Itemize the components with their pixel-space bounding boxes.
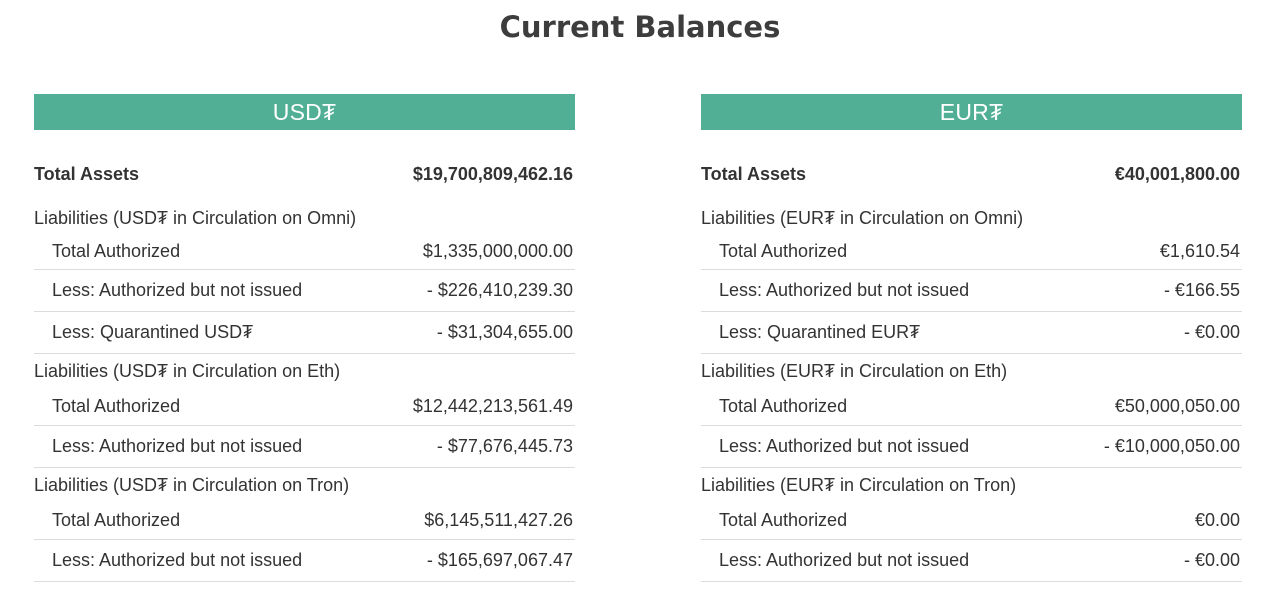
row-label: Total Authorized: [52, 241, 181, 261]
row-label: Total Authorized: [52, 510, 181, 530]
row-value: €50,000,050.00: [1114, 396, 1240, 416]
usdt-eth-total-authorized-row: Total Authorized $12,442,213,561.49: [34, 388, 575, 426]
eurt-omni-quarantined-row: Less: Quarantined EUR₮ - €0.00: [701, 312, 1242, 354]
eurt-omni-total-authorized-row: Total Authorized €1,610.54: [701, 234, 1242, 270]
row-value: - €166.55: [1163, 280, 1240, 300]
eurt-omni-section-heading: Liabilities (EUR₮ in Circulation on Omni…: [701, 194, 1242, 234]
section-label: Liabilities (EUR₮ in Circulation on Omni…: [701, 207, 1024, 228]
eurt-eth-total-authorized-row: Total Authorized €50,000,050.00: [701, 388, 1242, 426]
usdt-eth-section-heading: Liabilities (USD₮ in Circulation on Eth): [34, 354, 575, 388]
row-value: €1,610.54: [1159, 241, 1240, 261]
row-value: $6,145,511,427.26: [424, 510, 573, 530]
eurt-balance-panel: EUR₮ Total Assets €40,001,800.00 Liabili…: [701, 94, 1242, 582]
row-label: Less: Authorized but not issued: [719, 550, 970, 570]
eurt-panel-header: EUR₮: [701, 94, 1242, 130]
eurt-total-assets-row: Total Assets €40,001,800.00: [701, 154, 1242, 194]
eurt-tron-section-heading: Liabilities (EUR₮ in Circulation on Tron…: [701, 468, 1242, 502]
usdt-eth-not-issued-row: Less: Authorized but not issued - $77,67…: [34, 426, 575, 468]
usdt-tron-section-heading: Liabilities (USD₮ in Circulation on Tron…: [34, 468, 575, 502]
eurt-eth-section-heading: Liabilities (EUR₮ in Circulation on Eth): [701, 354, 1242, 388]
row-value: $1,335,000,000.00: [422, 241, 573, 261]
row-label: Less: Quarantined EUR₮: [719, 322, 921, 342]
usdt-omni-not-issued-row: Less: Authorized but not issued - $226,4…: [34, 270, 575, 312]
eurt-tron-not-issued-row: Less: Authorized but not issued - €0.00: [701, 540, 1242, 582]
row-label: Less: Authorized but not issued: [719, 436, 970, 456]
usdt-tron-total-authorized-row: Total Authorized $6,145,511,427.26: [34, 502, 575, 540]
row-label: Total Authorized: [719, 510, 848, 530]
page-title: Current Balances: [499, 10, 781, 44]
row-label: Total Authorized: [52, 396, 181, 416]
row-value: - $226,410,239.30: [426, 280, 573, 300]
total-assets-value: $19,700,809,462.16: [412, 163, 573, 184]
row-label: Total Authorized: [719, 396, 848, 416]
row-label: Less: Authorized but not issued: [719, 280, 970, 300]
eurt-tron-total-authorized-row: Total Authorized €0.00: [701, 502, 1242, 540]
usdt-balance-panel: USD₮ Total Assets $19,700,809,462.16 Lia…: [34, 94, 575, 582]
row-label: Less: Authorized but not issued: [52, 550, 303, 570]
usdt-total-assets-row: Total Assets $19,700,809,462.16: [34, 154, 575, 194]
row-value: - €0.00: [1183, 550, 1240, 570]
eurt-omni-not-issued-row: Less: Authorized but not issued - €166.5…: [701, 270, 1242, 312]
section-label: Liabilities (USD₮ in Circulation on Omni…: [34, 207, 357, 228]
section-label: Liabilities (EUR₮ in Circulation on Tron…: [701, 474, 1017, 495]
total-assets-value: €40,001,800.00: [1114, 163, 1240, 184]
section-label: Liabilities (USD₮ in Circulation on Tron…: [34, 474, 350, 495]
row-label: Less: Authorized but not issued: [52, 436, 303, 456]
usdt-omni-total-authorized-row: Total Authorized $1,335,000,000.00: [34, 234, 575, 270]
total-assets-label: Total Assets: [701, 163, 807, 184]
section-label: Liabilities (EUR₮ in Circulation on Eth): [701, 360, 1008, 381]
row-label: Total Authorized: [719, 241, 848, 261]
row-label: Less: Quarantined USD₮: [52, 322, 254, 342]
section-label: Liabilities (USD₮ in Circulation on Eth): [34, 360, 341, 381]
row-label: Less: Authorized but not issued: [52, 280, 303, 300]
usdt-tron-not-issued-row: Less: Authorized but not issued - $165,6…: [34, 540, 575, 582]
row-value: - €0.00: [1183, 322, 1240, 342]
row-value: €0.00: [1194, 510, 1240, 530]
row-value: - $31,304,655.00: [436, 322, 573, 342]
usdt-omni-quarantined-row: Less: Quarantined USD₮ - $31,304,655.00: [34, 312, 575, 354]
row-value: - $77,676,445.73: [436, 436, 573, 456]
eurt-eth-not-issued-row: Less: Authorized but not issued - €10,00…: [701, 426, 1242, 468]
usdt-panel-header: USD₮: [34, 94, 575, 130]
row-value: - $165,697,067.47: [426, 550, 573, 570]
total-assets-label: Total Assets: [34, 163, 140, 184]
usdt-omni-section-heading: Liabilities (USD₮ in Circulation on Omni…: [34, 194, 575, 234]
row-value: $12,442,213,561.49: [412, 396, 573, 416]
row-value: - €10,000,050.00: [1103, 436, 1240, 456]
